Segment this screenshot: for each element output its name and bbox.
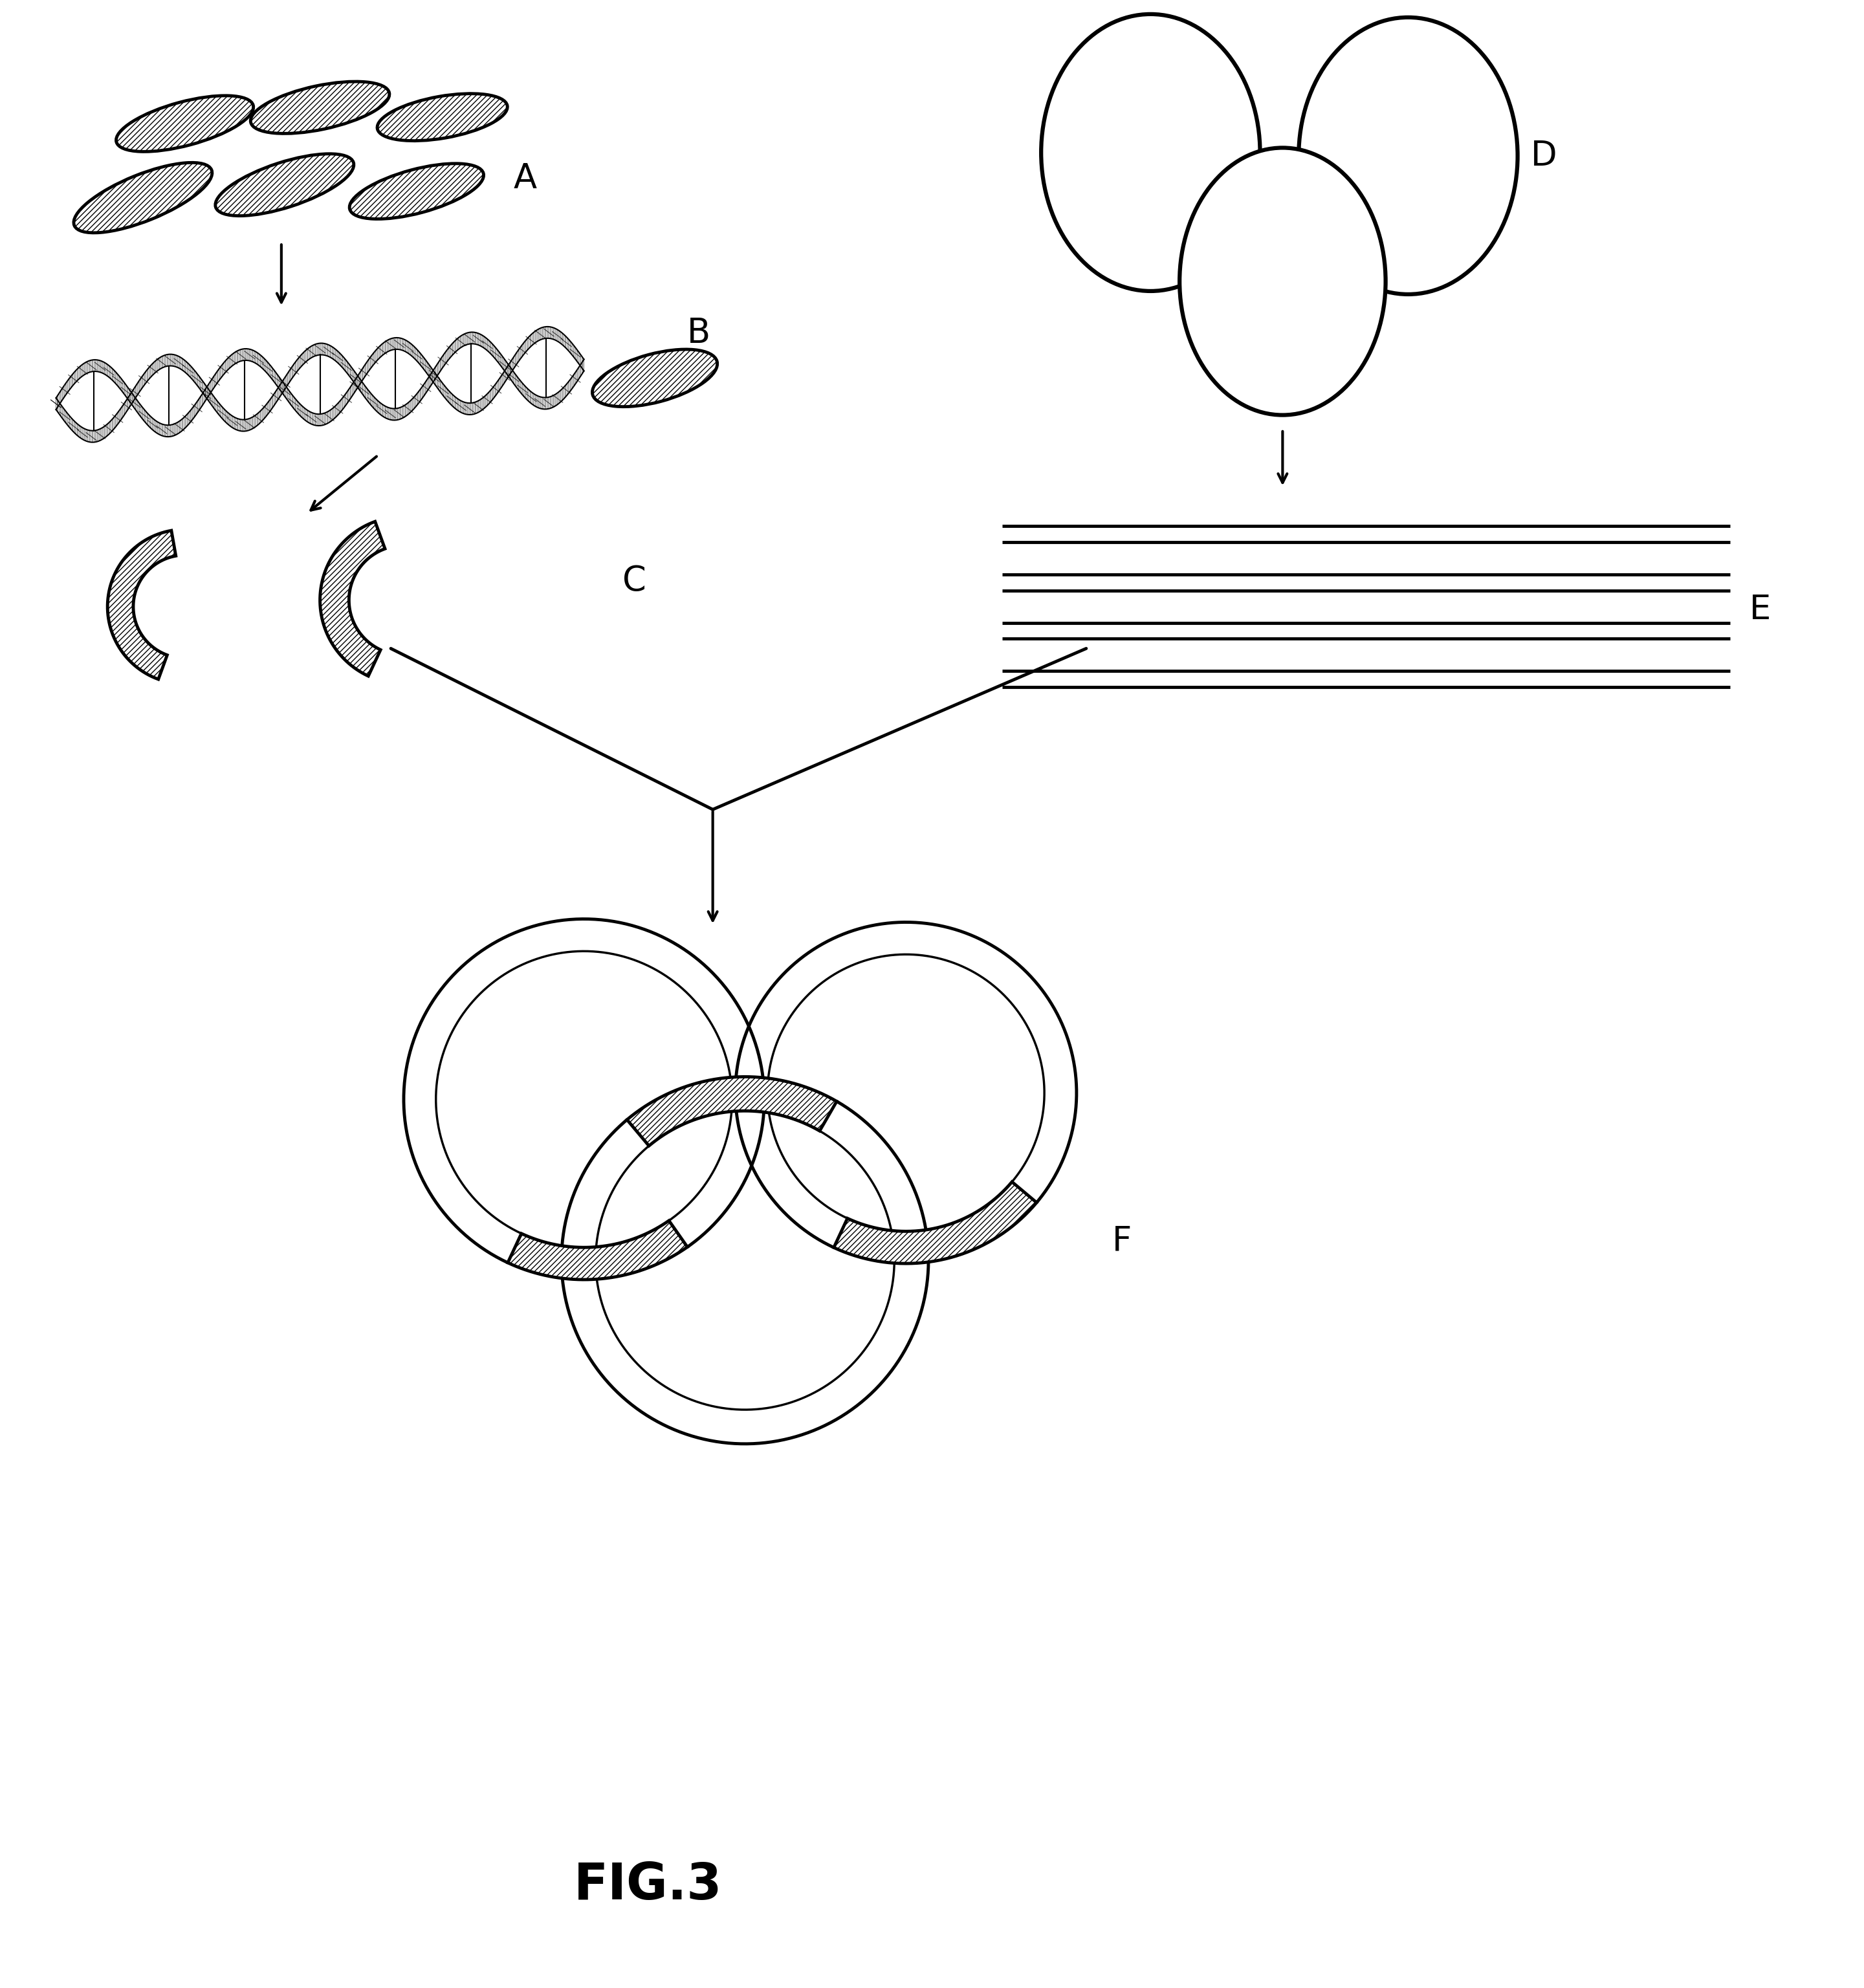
Polygon shape: [833, 1181, 1036, 1264]
Ellipse shape: [377, 93, 507, 141]
Text: B: B: [688, 316, 710, 350]
Ellipse shape: [1180, 147, 1385, 415]
Ellipse shape: [75, 163, 212, 233]
Polygon shape: [321, 521, 386, 676]
Polygon shape: [507, 1221, 688, 1280]
Text: E: E: [1750, 592, 1771, 626]
Ellipse shape: [593, 350, 718, 408]
Text: D: D: [1530, 139, 1556, 173]
Text: F: F: [1113, 1225, 1131, 1258]
Polygon shape: [626, 1077, 837, 1145]
Ellipse shape: [349, 163, 483, 219]
Text: FIG.3: FIG.3: [574, 1861, 723, 1910]
Ellipse shape: [116, 95, 254, 151]
Text: A: A: [513, 161, 537, 195]
Ellipse shape: [1042, 14, 1260, 290]
Polygon shape: [108, 531, 175, 680]
Ellipse shape: [1299, 18, 1517, 294]
Text: C: C: [623, 565, 647, 598]
Ellipse shape: [250, 82, 390, 133]
Ellipse shape: [216, 153, 354, 217]
